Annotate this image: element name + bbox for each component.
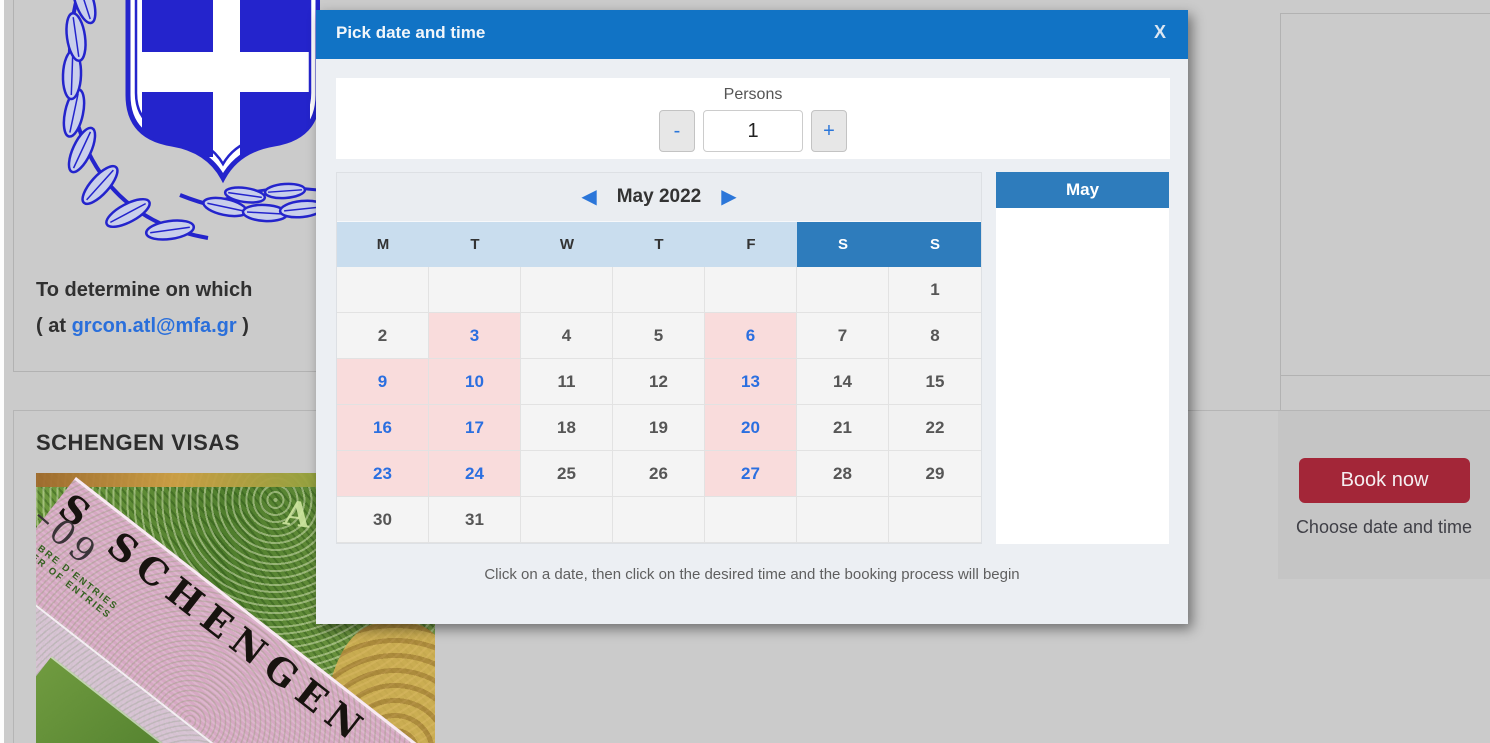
calendar-day-26[interactable]: 26	[613, 451, 705, 497]
calendar-day-21[interactable]: 21	[797, 405, 889, 451]
calendar-day-23[interactable]: 23	[337, 451, 429, 497]
weekday-header: T	[429, 222, 521, 267]
calendar-day-empty	[797, 497, 889, 543]
calendar-day-29[interactable]: 29	[889, 451, 981, 497]
calendar-day-10[interactable]: 10	[429, 359, 521, 405]
calendar-day-3[interactable]: 3	[429, 313, 521, 359]
decrement-button[interactable]: -	[659, 110, 695, 152]
visa-letter-a: A	[281, 493, 314, 537]
calendar-day-13[interactable]: 13	[705, 359, 797, 405]
month-panel: May	[996, 172, 1169, 544]
calendar-day-28[interactable]: 28	[797, 451, 889, 497]
month-label: May 2022	[616, 186, 702, 207]
calendar-day-17[interactable]: 17	[429, 405, 521, 451]
calendar-day-22[interactable]: 22	[889, 405, 981, 451]
persons-value[interactable]: 1	[703, 110, 803, 152]
time-slots-panel	[996, 208, 1169, 544]
modal-header: Pick date and time X	[316, 10, 1188, 59]
next-month-icon[interactable]: ▶	[717, 185, 740, 209]
calendar-day-16[interactable]: 16	[337, 405, 429, 451]
calendar-day-24[interactable]: 24	[429, 451, 521, 497]
calendar-day-empty	[705, 497, 797, 543]
contact-prefix: ( at	[36, 315, 72, 337]
calendar-grid: 1 2 3 4 5 6 7 8 9 10 11 12 13 14 15 16 17 18 19 20 21 22 23 24 2…	[337, 267, 981, 543]
calendar-day-empty	[705, 267, 797, 313]
pick-date-time-modal: Pick date and time X Persons - 1 + ◀ May…	[316, 10, 1188, 624]
calendar-day-empty	[797, 267, 889, 313]
panel-border	[13, 0, 14, 371]
calendar-day-1[interactable]: 1	[889, 267, 981, 313]
panel-border	[13, 371, 316, 372]
contact-line: ( at grcon.atl@mfa.gr )	[36, 308, 252, 344]
intro-text: To determine on which ( at grcon.atl@mfa…	[36, 272, 252, 344]
month-panel-header: May	[996, 172, 1169, 208]
month-nav-row: ◀ May 2022 ▶	[337, 173, 981, 222]
schengen-visas-heading: SCHENGEN VISAS	[36, 430, 240, 455]
calendar-day-empty	[889, 497, 981, 543]
close-icon[interactable]: X	[1153, 22, 1166, 42]
prev-month-icon[interactable]: ◀	[577, 185, 600, 209]
weekday-header: W	[521, 222, 613, 267]
calendar-day-19[interactable]: 19	[613, 405, 705, 451]
page-left-margin	[0, 0, 4, 743]
calendar-day-empty	[337, 267, 429, 313]
book-now-caption: Choose date and time	[1295, 517, 1473, 537]
weekday-header: S	[797, 222, 889, 267]
calendar-day-25[interactable]: 25	[521, 451, 613, 497]
calendar-day-15[interactable]: 15	[889, 359, 981, 405]
calendar-day-empty	[613, 497, 705, 543]
book-now-button[interactable]: Book now	[1299, 458, 1470, 503]
calendar-day-14[interactable]: 14	[797, 359, 889, 405]
calendar-day-4[interactable]: 4	[521, 313, 613, 359]
calendar-day-empty	[521, 267, 613, 313]
panel-border	[1280, 13, 1281, 410]
modal-title: Pick date and time	[336, 23, 486, 42]
panel-border	[13, 410, 14, 743]
calendar-day-6[interactable]: 6	[705, 313, 797, 359]
intro-line: To determine on which	[36, 279, 253, 301]
calendar-day-11[interactable]: 11	[521, 359, 613, 405]
increment-button[interactable]: +	[811, 110, 847, 152]
calendar-day-9[interactable]: 9	[337, 359, 429, 405]
contact-suffix: )	[236, 315, 249, 337]
calendar-day-empty	[521, 497, 613, 543]
greek-coat-of-arms-icon	[61, 0, 320, 241]
calendar-day-empty	[613, 267, 705, 313]
calendar-day-2[interactable]: 2	[337, 313, 429, 359]
book-now-panel: Book now Choose date and time	[1278, 411, 1490, 579]
calendar-day-5[interactable]: 5	[613, 313, 705, 359]
calendar-day-empty	[429, 267, 521, 313]
panel-border	[1280, 375, 1490, 376]
email-link[interactable]: grcon.atl@mfa.gr	[71, 315, 237, 337]
weekday-header: T	[613, 222, 705, 267]
calendar-day-31[interactable]: 31	[429, 497, 521, 543]
calendar-day-18[interactable]: 18	[521, 405, 613, 451]
weekday-header: M	[337, 222, 429, 267]
calendar-day-8[interactable]: 8	[889, 313, 981, 359]
persons-stepper: - 1 +	[336, 110, 1170, 152]
calendar-day-20[interactable]: 20	[705, 405, 797, 451]
weekday-header: F	[705, 222, 797, 267]
weekday-header: S	[889, 222, 981, 267]
persons-box: Persons - 1 +	[336, 78, 1170, 159]
persons-label: Persons	[723, 86, 783, 103]
calendar-day-30[interactable]: 30	[337, 497, 429, 543]
calendar-day-7[interactable]: 7	[797, 313, 889, 359]
calendar-day-12[interactable]: 12	[613, 359, 705, 405]
panel-border	[1280, 13, 1490, 14]
instruction-text: Click on a date, then click on the desir…	[484, 566, 1020, 583]
calendar-day-27[interactable]: 27	[705, 451, 797, 497]
